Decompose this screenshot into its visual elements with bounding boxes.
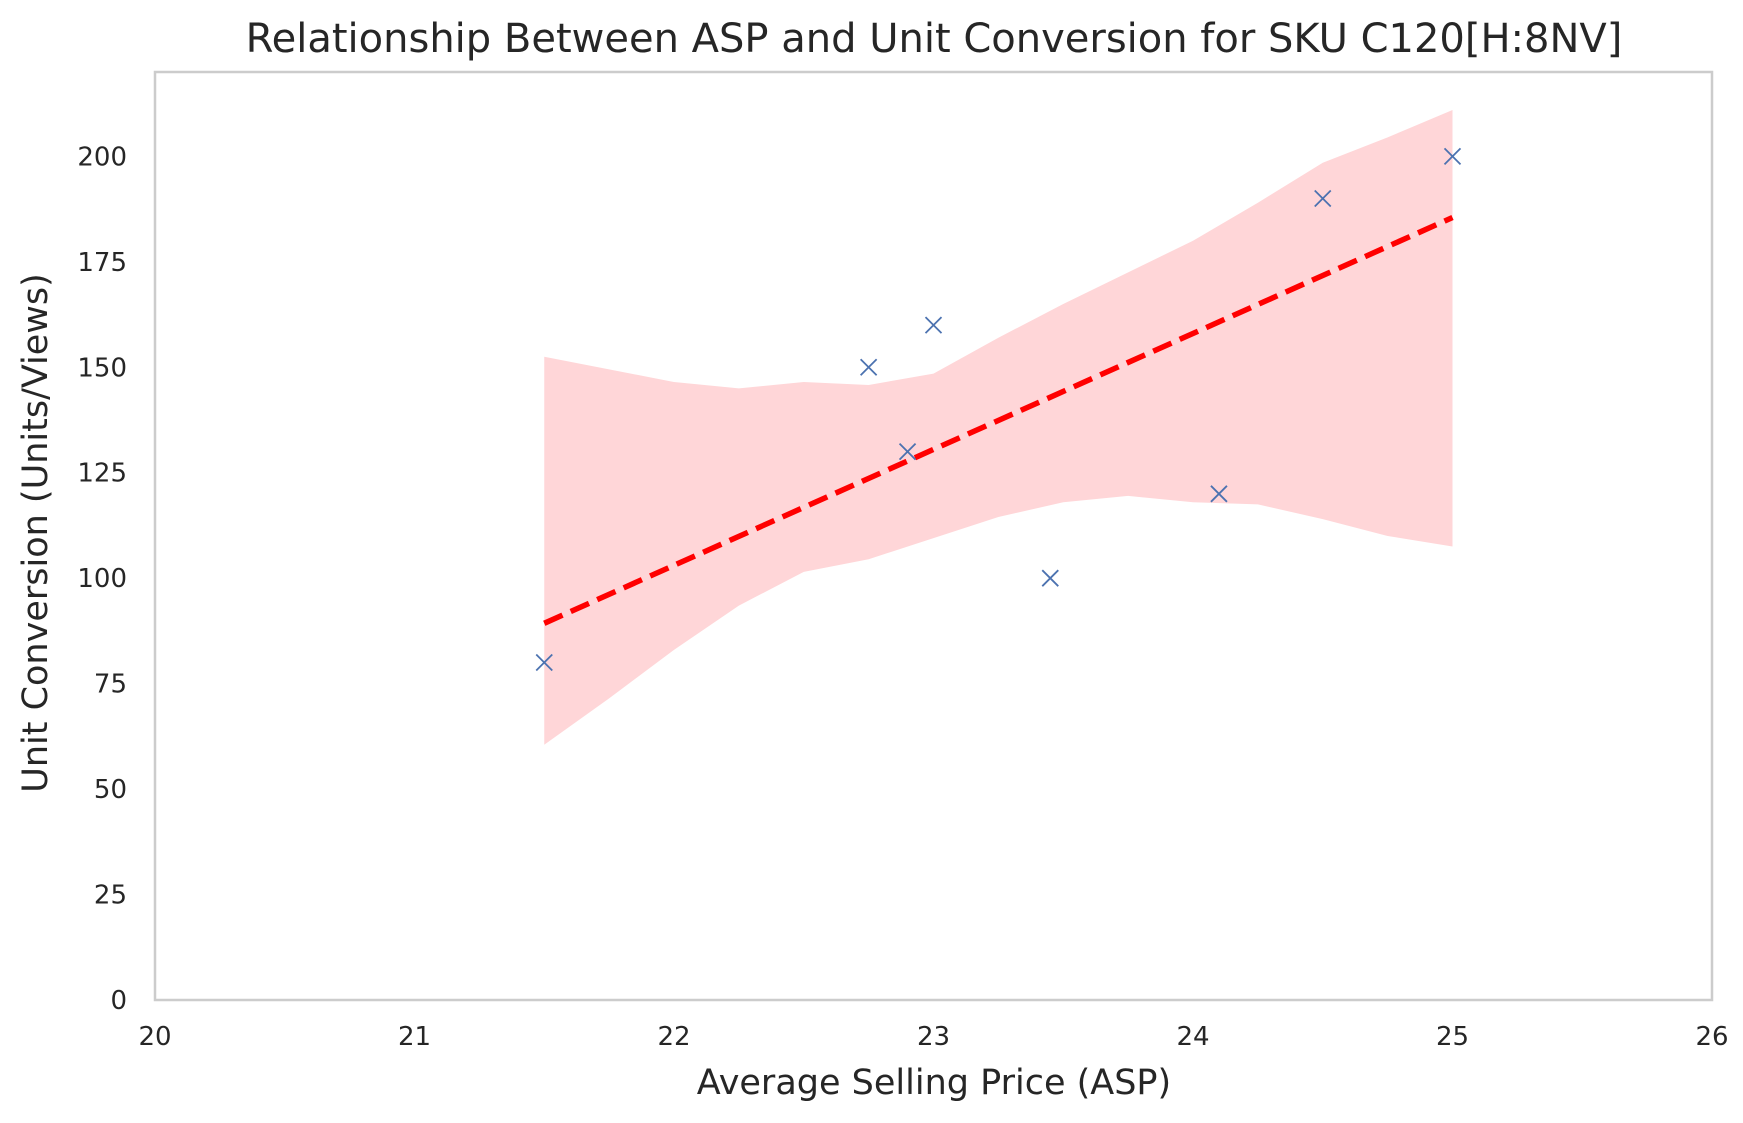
x-axis-label: Average Selling Price (ASP)	[697, 1063, 1171, 1103]
chart-title: Relationship Between ASP and Unit Conver…	[246, 16, 1623, 62]
x-tick-label: 21	[398, 1022, 431, 1052]
x-tick-label: 26	[1695, 1022, 1728, 1052]
plot-frame	[153, 70, 1714, 1002]
y-tick-label: 100	[77, 564, 127, 594]
confidence-band	[544, 109, 1453, 745]
data-point	[859, 358, 878, 376]
fit-line-layer	[543, 215, 1454, 626]
data-points-layer	[535, 147, 1462, 672]
x-tick-labels: 20 21 22 23 24 25 26	[138, 1022, 1728, 1052]
x-tick-label: 22	[657, 1022, 690, 1052]
confidence-band-layer	[544, 109, 1453, 745]
y-axis-label: Unit Conversion (Units/Views)	[16, 273, 56, 793]
y-tick-label: 200	[77, 142, 127, 172]
data-point	[535, 653, 553, 672]
data-point	[1210, 485, 1228, 503]
x-tick-label: 24	[1176, 1022, 1209, 1052]
y-tick-label: 175	[77, 248, 127, 278]
y-tick-labels: 0 25 50 75 100 125 150 175 200	[77, 142, 127, 1016]
x-tick-label: 23	[917, 1022, 950, 1052]
y-tick-label: 150	[77, 353, 127, 383]
x-tick-label: 20	[138, 1022, 171, 1052]
y-tick-label: 25	[94, 881, 127, 911]
data-point	[898, 442, 917, 461]
y-tick-label: 75	[94, 670, 127, 700]
data-point	[1314, 189, 1332, 208]
data-point	[1041, 569, 1059, 587]
y-tick-label: 0	[110, 986, 127, 1016]
y-tick-label: 125	[77, 459, 127, 489]
x-tick-label: 25	[1436, 1022, 1469, 1052]
y-tick-label: 50	[94, 775, 127, 805]
data-point	[924, 316, 943, 334]
regression-line	[543, 215, 1454, 626]
data-point	[1443, 147, 1462, 166]
